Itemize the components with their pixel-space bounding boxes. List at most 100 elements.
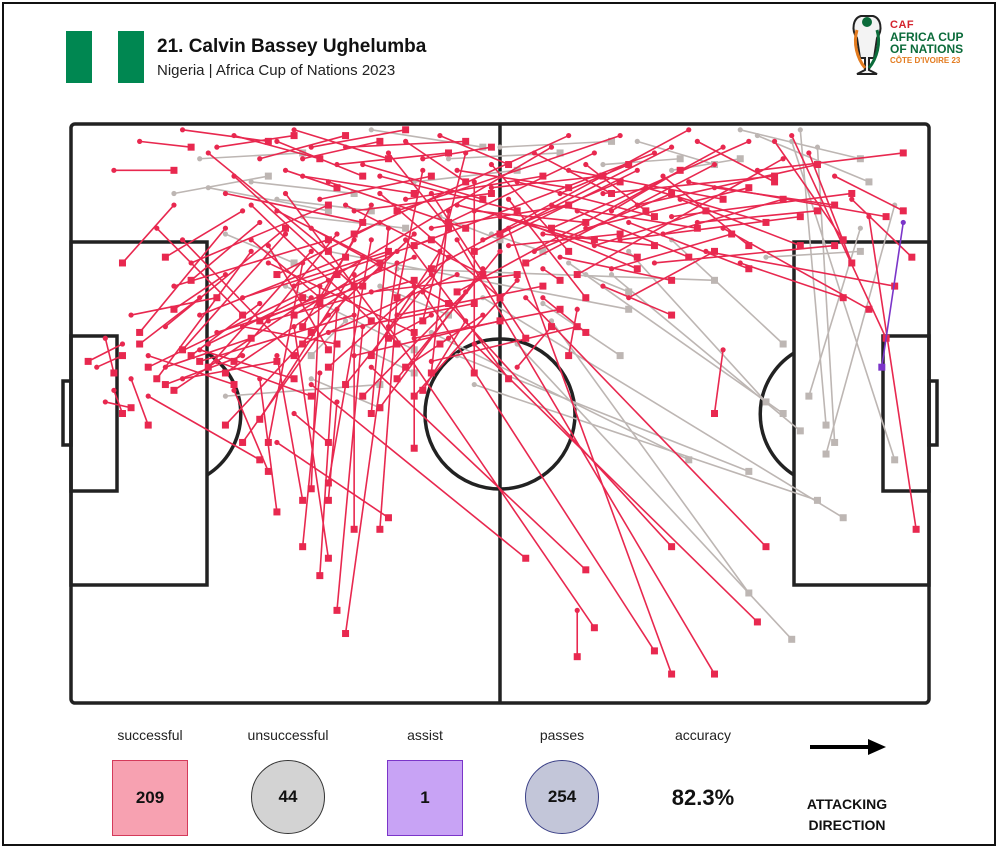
pass-end-marker	[324, 479, 332, 487]
pass-line	[405, 337, 449, 368]
pass-end-marker	[161, 253, 169, 261]
pass-end-marker	[865, 178, 873, 186]
pass-successful	[617, 213, 804, 243]
pass-line	[637, 163, 818, 206]
pass-start-dot	[300, 173, 306, 179]
pass-end-marker	[496, 236, 504, 244]
pass-line	[808, 152, 853, 264]
pass-end-marker	[342, 381, 350, 389]
pass-end-marker	[599, 172, 607, 180]
pass-line	[473, 169, 638, 253]
pass-end-marker	[239, 311, 247, 319]
pass-start-dot	[214, 358, 220, 364]
pass-successful	[488, 172, 607, 191]
pass-end-marker	[616, 178, 624, 186]
pass-start-dot	[686, 127, 692, 133]
pass-start-dot	[197, 312, 203, 318]
pass-line	[414, 308, 561, 340]
pass-end-marker	[187, 276, 195, 284]
pass-end-marker	[796, 242, 804, 250]
pass-end-marker	[419, 386, 427, 394]
pass-end-marker	[608, 189, 616, 197]
pitch-markings	[61, 122, 939, 705]
pass-start-dot	[471, 208, 477, 214]
pass-successful	[677, 196, 804, 250]
pass-unsuccessful	[248, 179, 358, 197]
pass-end-marker	[479, 195, 487, 203]
pass-successful	[239, 295, 349, 446]
pass-start-dot	[669, 214, 675, 220]
pass-line	[697, 210, 818, 224]
pass-line	[765, 250, 861, 258]
pass-successful	[299, 370, 323, 551]
pass-end-marker	[299, 149, 307, 157]
pass-start-dot	[411, 335, 417, 341]
pass-end-marker	[384, 247, 392, 255]
pass-start-dot	[214, 329, 220, 336]
pass-line	[628, 250, 715, 299]
pass-end-marker	[333, 340, 341, 348]
pass-start-dot	[497, 214, 503, 220]
pass-line	[430, 193, 527, 339]
pass-successful	[394, 282, 547, 318]
pass-end-marker	[573, 323, 581, 331]
nigeria-flag-icon	[66, 31, 144, 83]
pass-line	[645, 186, 767, 224]
pass-start-dot	[771, 138, 778, 144]
pass-start-dot	[780, 156, 786, 162]
pass-end-marker	[350, 189, 358, 197]
pass-end-marker	[153, 375, 161, 383]
pass-successful	[342, 254, 452, 389]
pass-start-dot	[377, 283, 383, 289]
pass-end-marker	[496, 230, 504, 238]
pass-successful	[806, 150, 856, 267]
pass-end-marker	[668, 543, 676, 551]
pass-start-dot	[720, 347, 726, 353]
pass-end-marker	[608, 137, 616, 145]
pass-line	[585, 273, 630, 293]
pass-end-marker	[522, 259, 530, 267]
pass-start-dot	[94, 364, 100, 370]
pass-start-dot	[119, 341, 126, 347]
pass-end-marker	[582, 328, 590, 336]
pass-line	[405, 140, 467, 183]
pass-end-marker	[633, 265, 641, 273]
pass-end-marker	[307, 485, 315, 493]
pass-end-marker	[187, 143, 195, 151]
pass-start-dot	[385, 324, 392, 330]
pass-end-marker	[565, 184, 573, 192]
pass-start-dot	[445, 156, 452, 162]
pass-start-dot	[523, 295, 529, 301]
pass-start-dot	[274, 196, 280, 202]
pass-end-marker	[367, 207, 375, 215]
pass-line	[362, 291, 467, 397]
pass-successful	[583, 184, 753, 231]
flag-stripe-left	[66, 31, 92, 83]
pass-start-dot	[368, 364, 374, 370]
pass-end-marker	[745, 184, 753, 192]
pass-end-marker	[384, 514, 392, 522]
pass-start-dot	[145, 353, 151, 359]
pass-successful	[111, 166, 178, 174]
pass-successful	[136, 225, 229, 336]
pass-successful	[214, 358, 315, 400]
pass-start-dot	[814, 144, 821, 150]
pass-successful	[300, 137, 384, 162]
pass-start-dot	[651, 150, 658, 156]
pass-start-dot	[222, 190, 229, 197]
pass-start-dot	[583, 271, 589, 278]
pass-line	[345, 140, 466, 148]
player-subtitle: Nigeria | Africa Cup of Nations 2023	[157, 62, 396, 79]
pass-successful	[470, 167, 640, 255]
pass-start-dot	[660, 231, 666, 237]
pass-start-dot	[497, 248, 503, 254]
pass-start-dot	[248, 179, 254, 185]
pass-line	[310, 383, 527, 559]
pass-end-marker	[324, 438, 332, 446]
pass-end-marker	[539, 172, 547, 180]
pass-start-dot	[583, 225, 589, 231]
pass-line	[139, 297, 201, 345]
pass-start-dot	[789, 132, 795, 139]
pass-successful	[471, 341, 761, 626]
pass-start-dot	[162, 364, 168, 370]
